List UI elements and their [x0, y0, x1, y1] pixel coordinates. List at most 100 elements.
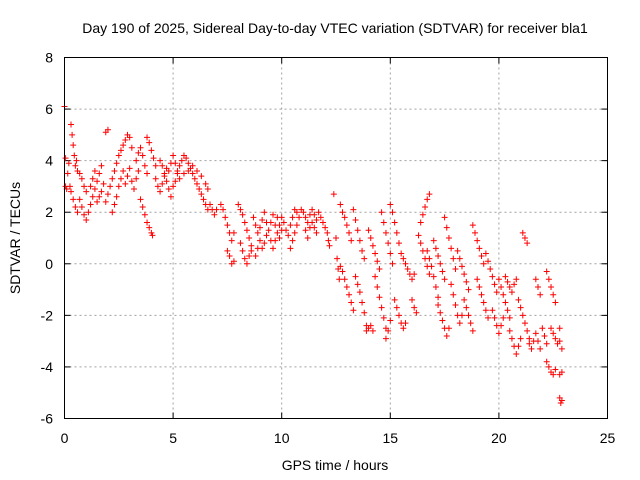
- data-point: [170, 152, 177, 159]
- data-point: [289, 237, 296, 244]
- data-point: [128, 144, 135, 151]
- data-point: [65, 160, 72, 167]
- data-point: [478, 291, 485, 298]
- data-point: [165, 186, 172, 193]
- data-point: [220, 206, 227, 213]
- data-point: [393, 229, 400, 236]
- data-point: [293, 222, 300, 229]
- data-point: [122, 137, 129, 144]
- data-point: [70, 142, 77, 149]
- data-point: [432, 283, 439, 290]
- data-point: [502, 299, 509, 306]
- data-point: [152, 175, 159, 182]
- data-point: [68, 121, 75, 128]
- data-point: [96, 170, 103, 177]
- data-point: [261, 240, 268, 247]
- data-point: [193, 167, 200, 174]
- data-point: [315, 209, 322, 216]
- data-point: [474, 237, 481, 244]
- data-point: [343, 222, 350, 229]
- data-point: [270, 211, 277, 218]
- data-point: [359, 247, 366, 254]
- data-point: [439, 317, 446, 324]
- data-point: [435, 302, 442, 309]
- data-point: [191, 175, 198, 182]
- data-point: [133, 157, 140, 164]
- data-point: [70, 196, 77, 203]
- data-point: [346, 291, 353, 298]
- data-point: [133, 175, 140, 182]
- data-point: [202, 180, 209, 187]
- data-point: [137, 196, 144, 203]
- data-point: [207, 201, 214, 208]
- data-point: [163, 178, 170, 185]
- data-point: [376, 265, 383, 272]
- data-point: [85, 209, 92, 216]
- data-point: [149, 232, 156, 239]
- data-point: [417, 240, 424, 247]
- data-point: [185, 167, 192, 174]
- data-point: [367, 322, 374, 329]
- data-point: [541, 332, 548, 339]
- data-point: [148, 229, 155, 236]
- data-point: [372, 273, 379, 280]
- data-point: [398, 250, 405, 257]
- data-point: [339, 209, 346, 216]
- grid: [64, 57, 608, 419]
- data-point: [424, 247, 431, 254]
- data-point: [557, 400, 564, 407]
- data-point: [72, 204, 79, 211]
- data-point: [474, 276, 481, 283]
- data-point: [426, 271, 433, 278]
- x-tick-label: 15: [383, 430, 399, 446]
- data-point: [552, 299, 559, 306]
- data-point: [506, 314, 513, 321]
- data-point: [146, 139, 153, 146]
- data-point: [478, 253, 485, 260]
- data-point: [498, 283, 505, 290]
- data-point: [515, 343, 522, 350]
- data-point: [246, 253, 253, 260]
- data-point: [224, 247, 231, 254]
- data-point: [302, 214, 309, 221]
- data-point: [526, 340, 533, 347]
- data-point: [122, 180, 129, 187]
- data-point: [354, 227, 361, 234]
- data-point: [504, 278, 511, 285]
- data-point: [382, 229, 389, 236]
- data-point: [83, 188, 90, 195]
- data-point: [62, 155, 69, 162]
- plot-frame: [64, 57, 608, 419]
- data-point: [278, 214, 285, 221]
- data-point: [448, 245, 455, 252]
- data-point: [506, 283, 513, 290]
- data-point: [443, 332, 450, 339]
- data-point: [230, 258, 237, 265]
- data-point: [448, 281, 455, 288]
- data-point: [263, 232, 270, 239]
- y-tick-labels: -6 -4 -2 0 2 4 6 8: [41, 50, 54, 427]
- data-point: [352, 216, 359, 223]
- data-point: [393, 304, 400, 311]
- data-point: [337, 263, 344, 270]
- data-point: [476, 245, 483, 252]
- data-point: [104, 126, 111, 133]
- data-point: [356, 237, 363, 244]
- data-point: [157, 188, 164, 195]
- data-point: [458, 312, 465, 319]
- data-point: [537, 291, 544, 298]
- data-point: [372, 250, 379, 257]
- data-point: [506, 327, 513, 334]
- data-point: [524, 240, 531, 247]
- data-point: [361, 309, 368, 316]
- data-point: [534, 283, 541, 290]
- data-point: [489, 307, 496, 314]
- data-point: [341, 276, 348, 283]
- data-point: [183, 155, 190, 162]
- data-point: [487, 265, 494, 272]
- data-point: [126, 165, 133, 172]
- data-point: [350, 307, 357, 314]
- data-point: [380, 314, 387, 321]
- y-tick-label: -2: [41, 307, 54, 323]
- data-point: [144, 134, 151, 141]
